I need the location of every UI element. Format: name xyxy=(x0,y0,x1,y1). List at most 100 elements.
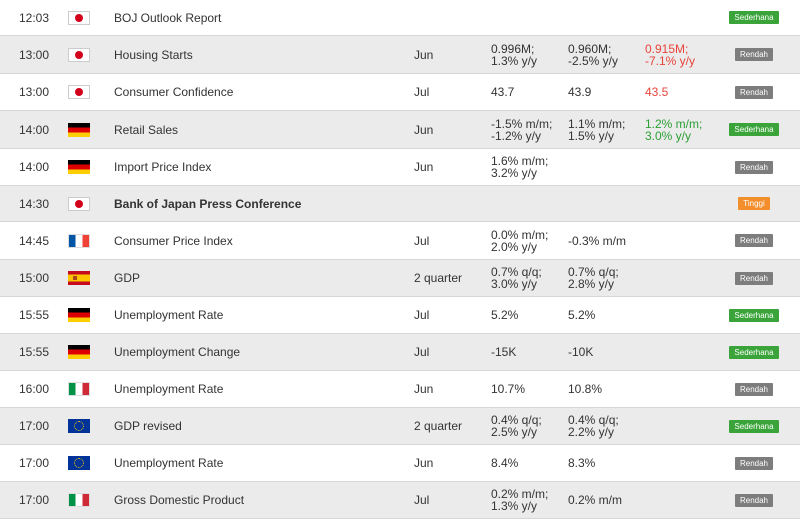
event-forecast-value: 0.2% m/m xyxy=(568,493,623,507)
event-name[interactable]: Gross Domestic Product xyxy=(114,482,404,518)
event-name-text[interactable]: BOJ Outlook Report xyxy=(114,10,222,25)
event-name-text[interactable]: Gross Domestic Product xyxy=(114,493,245,507)
event-name[interactable]: Consumer Price Index xyxy=(114,222,404,259)
event-previous-value: 43.5 xyxy=(645,85,669,99)
country-flag xyxy=(68,74,90,110)
event-name[interactable]: Import Price Index xyxy=(114,149,404,185)
event-previous xyxy=(645,482,717,518)
impact-badge: Sederhana xyxy=(729,345,779,359)
table-row[interactable]: 14:45 Consumer Price Index Jul 0.0% m/m; 2.… xyxy=(0,222,800,260)
table-row[interactable]: 16:00 Unemployment Rate Jun 10.7% 10.8% Renda… xyxy=(0,371,800,408)
event-name-text[interactable]: Consumer Price Index xyxy=(114,233,233,248)
event-time-text: 14:00 xyxy=(19,122,50,137)
event-forecast: 0.7% q/q; 2.8% y/y xyxy=(568,260,640,296)
event-impact: Rendah xyxy=(722,445,786,481)
event-actual-value: 8.4% xyxy=(491,456,519,470)
event-time: 15:00 xyxy=(19,260,59,296)
event-forecast-value: 43.9 xyxy=(568,85,592,99)
event-time: 12:03 xyxy=(19,0,59,35)
japan-flag-icon xyxy=(68,196,90,211)
event-name-text[interactable]: GDP xyxy=(114,271,141,285)
event-period-text: Jul xyxy=(414,493,430,507)
table-row[interactable]: 12:03 BOJ Outlook Report Sederhana xyxy=(0,0,800,36)
event-name-text[interactable]: Unemployment Change xyxy=(114,345,241,359)
event-actual: 0.996M; 1.3% y/y xyxy=(491,36,563,73)
event-actual-value: 43.7 xyxy=(491,85,515,99)
table-row[interactable]: 15:00 GDP 2 quarter 0.7% q/q; 3.0% y/y 0.7% … xyxy=(0,260,800,297)
event-period-text: Jun xyxy=(414,122,434,137)
impact-badge: Rendah xyxy=(734,85,774,99)
event-forecast-value: 5.2% xyxy=(568,308,596,322)
event-impact: Sederhana xyxy=(722,334,786,370)
event-time: 13:00 xyxy=(19,36,59,73)
event-name[interactable]: Unemployment Change xyxy=(114,334,404,370)
event-time: 17:00 xyxy=(19,482,59,518)
table-row[interactable]: 17:00 Unemployment Rate Jun 8.4% 8.3% Rendah xyxy=(0,445,800,482)
event-impact: Rendah xyxy=(722,36,786,73)
event-previous xyxy=(645,334,717,370)
event-name[interactable]: GDP xyxy=(114,260,404,296)
event-name[interactable]: BOJ Outlook Report xyxy=(114,0,404,35)
event-time-text: 15:55 xyxy=(19,308,50,322)
event-time: 15:55 xyxy=(19,334,59,370)
event-actual: 0.2% m/m; 1.3% y/y xyxy=(491,482,563,518)
event-name-text[interactable]: Bank of Japan Press Conference xyxy=(114,196,302,211)
table-row[interactable]: 15:55 Unemployment Rate Jul 5.2% 5.2% Sederha… xyxy=(0,297,800,334)
event-time: 14:00 xyxy=(19,149,59,185)
event-name-text[interactable]: Consumer Confidence xyxy=(114,85,234,99)
event-name[interactable]: Unemployment Rate xyxy=(114,445,404,481)
event-forecast xyxy=(568,186,640,221)
japan-flag-icon xyxy=(68,10,90,25)
event-period-text: 2 quarter xyxy=(414,271,463,285)
event-period: Jul xyxy=(414,297,484,333)
event-name-text[interactable]: Unemployment Rate xyxy=(114,456,224,470)
country-flag xyxy=(68,111,90,148)
event-forecast: 43.9 xyxy=(568,74,640,110)
event-name[interactable]: Unemployment Rate xyxy=(114,297,404,333)
table-row[interactable]: 17:00 GDP revised 2 quarter 0.4% q/q; 2.5% … xyxy=(0,408,800,445)
impact-badge: Rendah xyxy=(734,160,774,174)
event-name[interactable]: Unemployment Rate xyxy=(114,371,404,407)
table-row[interactable]: 17:00 Gross Domestic Product Jul 0.2% m/m; … xyxy=(0,482,800,519)
event-impact: Sederhana xyxy=(722,0,786,35)
event-actual: 0.0% m/m; 2.0% y/y xyxy=(491,222,563,259)
table-row[interactable]: 13:00 Consumer Confidence Jul 43.7 43.9 43.5 R… xyxy=(0,74,800,111)
table-row[interactable]: 14:00 Retail Sales Jun -1.5% m/m; -1.2% y/y… xyxy=(0,111,800,149)
event-name[interactable]: Retail Sales xyxy=(114,111,404,148)
event-period-text: Jul xyxy=(414,308,430,322)
event-name[interactable]: GDP revised xyxy=(114,408,404,444)
event-forecast-value: 0.7% q/q; 2.8% y/y xyxy=(568,265,619,291)
event-actual: 10.7% xyxy=(491,371,563,407)
event-name-text[interactable]: Unemployment Rate xyxy=(114,308,224,322)
eu-flag-icon xyxy=(68,456,90,470)
table-row[interactable]: 14:30 Bank of Japan Press Conference Tingg… xyxy=(0,186,800,222)
event-period: Jul xyxy=(414,222,484,259)
event-name[interactable]: Bank of Japan Press Conference xyxy=(114,186,404,221)
event-forecast-value: -10K xyxy=(568,345,594,359)
event-name[interactable]: Consumer Confidence xyxy=(114,74,404,110)
event-name[interactable]: Housing Starts xyxy=(114,36,404,73)
country-flag xyxy=(68,0,90,35)
event-time: 16:00 xyxy=(19,371,59,407)
event-time-text: 17:00 xyxy=(19,493,50,507)
event-name-text[interactable]: Import Price Index xyxy=(114,160,212,174)
event-actual: 1.6% m/m; 3.2% y/y xyxy=(491,149,563,185)
event-previous: 1.2% m/m; 3.0% y/y xyxy=(645,111,717,148)
event-period: Jul xyxy=(414,74,484,110)
event-previous xyxy=(645,445,717,481)
table-row[interactable]: 13:00 Housing Starts Jun 0.996M; 1.3% y/y 0.… xyxy=(0,36,800,74)
spain-flag-icon xyxy=(68,271,90,285)
table-row[interactable]: 14:00 Import Price Index Jun 1.6% m/m; 3.2%… xyxy=(0,149,800,186)
event-name-text[interactable]: Unemployment Rate xyxy=(114,382,224,396)
event-name-text[interactable]: Retail Sales xyxy=(114,122,179,137)
event-actual-value: -1.5% m/m; -1.2% y/y xyxy=(491,116,553,143)
event-previous: 0.915M; -7.1% y/y xyxy=(645,36,717,73)
event-period-text: Jun xyxy=(414,382,434,396)
event-actual-value: 0.0% m/m; 2.0% y/y xyxy=(491,227,549,254)
event-period-text: Jul xyxy=(414,85,430,99)
event-time-text: 13:00 xyxy=(19,47,50,62)
table-row[interactable]: 15:55 Unemployment Change Jul -15K -10K Seder… xyxy=(0,334,800,371)
event-name-text[interactable]: Housing Starts xyxy=(114,47,193,62)
country-flag xyxy=(68,482,90,518)
event-name-text[interactable]: GDP revised xyxy=(114,419,182,433)
